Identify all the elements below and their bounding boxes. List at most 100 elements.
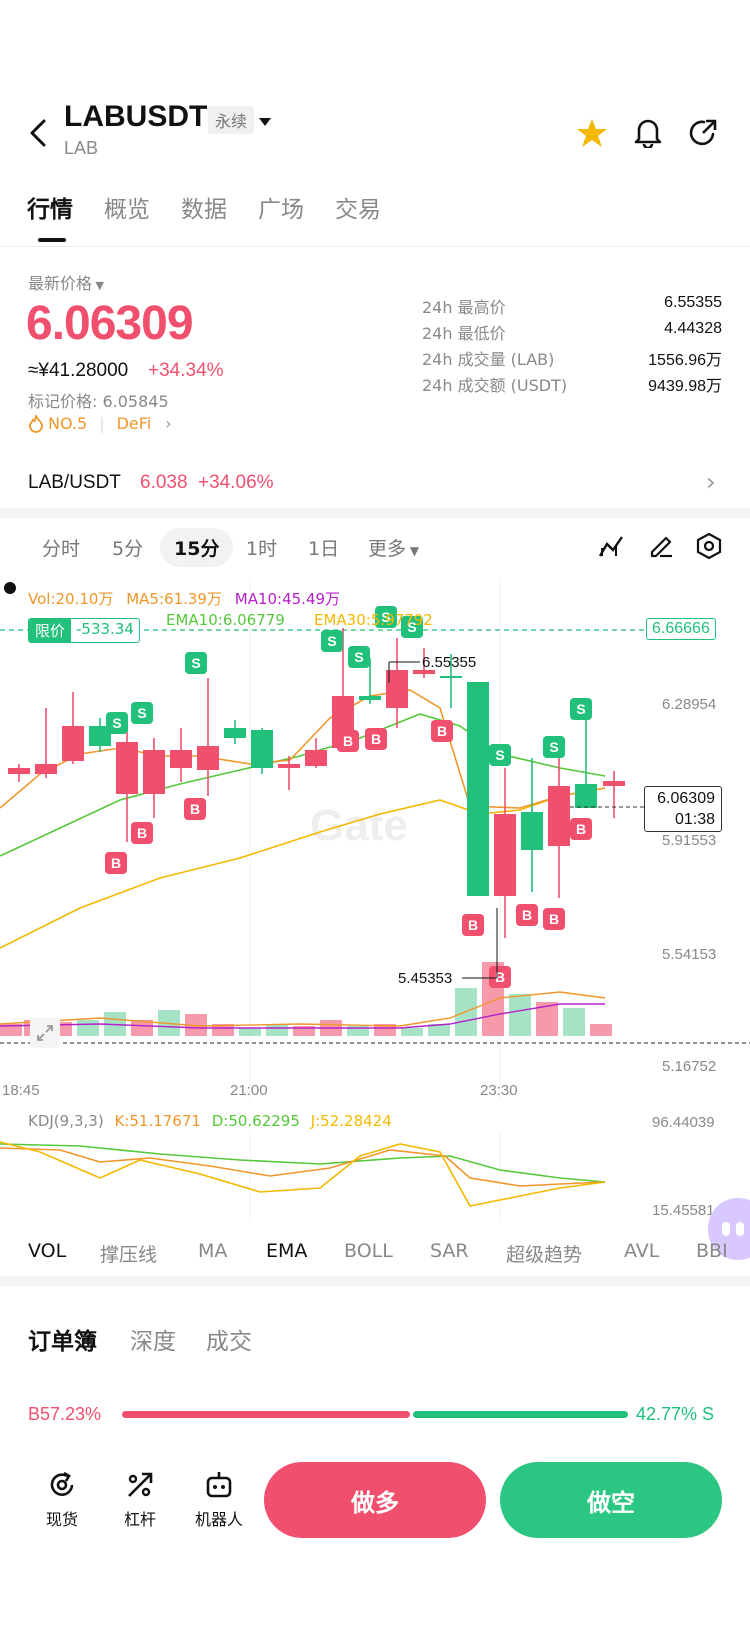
tf-more[interactable]: 更多 ▼: [368, 538, 420, 560]
section-gap: [0, 1276, 750, 1286]
leverage-tool[interactable]: 杠杆: [118, 1470, 162, 1530]
vol-label: Vol:20.10万: [28, 590, 114, 608]
spot-change: +34.06%: [198, 472, 274, 493]
short-button[interactable]: 做空: [500, 1462, 722, 1538]
ind-supertrend[interactable]: 超级趋势: [506, 1244, 583, 1266]
leverage-icon: [128, 1472, 153, 1497]
tf-1d[interactable]: 1日: [308, 538, 340, 560]
draw-pen-icon[interactable]: [648, 532, 674, 562]
stat-low-value: 4.44328: [664, 320, 722, 337]
indicator-tool-icon[interactable]: [598, 534, 624, 562]
tab-trades[interactable]: 成交: [206, 1329, 252, 1355]
marker-box: [185, 652, 207, 674]
candle-body: [116, 742, 138, 794]
symbol-title[interactable]: LABUSDT: [64, 100, 208, 133]
tab-data[interactable]: 数据: [181, 197, 227, 223]
sell-marker: S: [570, 698, 592, 720]
marker-letter: B: [576, 821, 586, 837]
back-icon[interactable]: [26, 118, 52, 148]
ind-avl[interactable]: AVL: [624, 1240, 660, 1262]
tab-overview[interactable]: 概览: [104, 197, 150, 223]
volume-bar: [428, 1024, 450, 1036]
ind-sar[interactable]: SAR: [430, 1240, 469, 1262]
long-button[interactable]: 做多: [264, 1462, 486, 1538]
buy-marker: B: [105, 852, 127, 874]
marker-letter: S: [191, 655, 200, 671]
volume-bar: [293, 1026, 315, 1036]
last-price-label[interactable]: 最新价格 ▼: [28, 274, 104, 293]
volume-bar: [401, 1028, 423, 1036]
ema30-label: EMA30:5.97792: [314, 611, 433, 629]
sell-ratio: 42.77% S: [636, 1404, 715, 1424]
kdj-j: J:52.28424: [310, 1112, 392, 1130]
kdj-title: KDJ(9,3,3): [28, 1112, 104, 1130]
marker-box: [543, 736, 565, 758]
stat-high-value: 6.55355: [664, 294, 722, 311]
candle-body: [359, 696, 381, 700]
kdj-bottom: 15.45581: [652, 1202, 715, 1219]
low-marker: 5.45353: [398, 970, 452, 987]
indicator-tabs: VOL 撑压线 MA EMA BOLL SAR 超级趋势 AVL BBI: [0, 1232, 750, 1272]
marker-box: [489, 744, 511, 766]
tab-depth[interactable]: 深度: [130, 1329, 176, 1355]
symbol-dropdown-icon[interactable]: [258, 112, 272, 131]
spot-row[interactable]: LAB/USDT 6.038 +34.06% ›: [0, 462, 750, 502]
volume-bar: [266, 1024, 288, 1036]
candle-body: [224, 728, 246, 738]
marker-box: [570, 698, 592, 720]
candle-body: [467, 682, 489, 896]
share-icon[interactable]: [688, 118, 718, 152]
tf-1h[interactable]: 1时: [246, 538, 278, 560]
candle-body: [521, 812, 543, 850]
bell-icon[interactable]: [634, 116, 662, 152]
candle-body: [386, 670, 408, 708]
tab-orderbook[interactable]: 订单簿: [28, 1329, 97, 1355]
spot-tool-label: 现货: [45, 1510, 78, 1529]
kdj-d-line: [0, 1143, 606, 1183]
candle-body: [170, 750, 192, 768]
ind-boll[interactable]: BOLL: [344, 1240, 393, 1262]
chart-dot: [4, 582, 16, 594]
tab-square[interactable]: 广场: [258, 197, 304, 223]
marker-box: [337, 730, 359, 752]
candle-body: [278, 764, 300, 768]
bot-tool-label: 机器人: [194, 1510, 243, 1529]
ind-support[interactable]: 撑压线: [100, 1244, 158, 1266]
price-change: +34.34%: [148, 360, 224, 381]
ind-vol[interactable]: VOL: [28, 1240, 67, 1262]
assistant-bubble[interactable]: [708, 1198, 750, 1260]
favorite-star-icon[interactable]: [576, 118, 608, 152]
sell-marker: S: [375, 606, 397, 628]
spot-tool[interactable]: 现货: [40, 1470, 84, 1530]
limit-order-tag[interactable]: 限价 -533.34: [28, 618, 140, 643]
tf-timeline[interactable]: 分时: [42, 538, 81, 560]
bubble-eye-left: [722, 1222, 730, 1236]
current-price-tag[interactable]: 6.06309 01:38: [644, 786, 722, 832]
tab-trade[interactable]: 交易: [335, 197, 381, 223]
rank-badge[interactable]: NO.5 | DeFi ›: [28, 414, 172, 433]
tf-15m[interactable]: 15分: [160, 528, 234, 567]
marker-box: [516, 904, 538, 926]
kdj-panel[interactable]: KDJ(9,3,3) K:51.17671 D:50.62295 J:52.28…: [0, 1102, 750, 1222]
chart-settings-icon[interactable]: [696, 532, 722, 564]
kdj-k-line: [0, 1147, 606, 1187]
ind-ma[interactable]: MA: [198, 1240, 228, 1262]
limit-price-tag[interactable]: 6.66666: [646, 618, 716, 640]
buy-marker: B: [431, 720, 453, 742]
mark-price: 标记价格: 6.05845: [28, 392, 169, 411]
ind-bbi[interactable]: BBI: [696, 1240, 728, 1262]
tf-5m[interactable]: 5分: [112, 538, 144, 560]
marker-letter: S: [495, 747, 504, 763]
ind-ema[interactable]: EMA: [266, 1240, 308, 1262]
candle-body: [35, 764, 57, 774]
tab-market[interactable]: 行情: [27, 197, 73, 223]
marker-box: [321, 630, 343, 652]
bot-tool[interactable]: 机器人: [188, 1470, 250, 1530]
candle-body: [8, 768, 30, 774]
chart-watermark: Gate: [310, 801, 408, 850]
volume-bar: [131, 1020, 153, 1036]
expand-icon[interactable]: [30, 1018, 60, 1048]
buy-marker: B: [516, 904, 538, 926]
